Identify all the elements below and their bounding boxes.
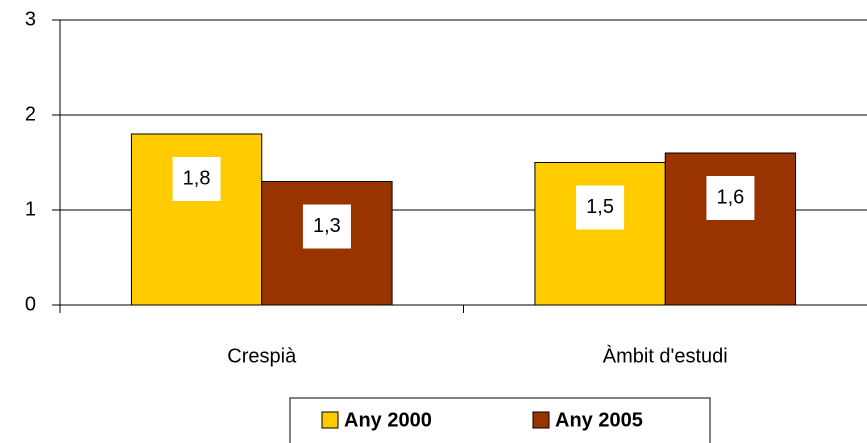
y-tick-label: 2	[25, 103, 36, 125]
label-box	[302, 204, 351, 249]
legend-label: Any 2005	[555, 409, 643, 431]
bar	[664, 152, 797, 306]
y-tick-label: 1	[25, 198, 36, 220]
data-label: 1,8	[183, 167, 211, 189]
legend-swatch	[532, 411, 550, 429]
data-label: 1,6	[717, 186, 745, 208]
legend-swatch	[321, 411, 339, 429]
legend-box	[289, 397, 711, 443]
label-box	[706, 176, 755, 220]
bar	[534, 162, 666, 306]
label-box	[172, 157, 221, 201]
data-label: 1,5	[586, 196, 614, 218]
legend-label: Any 2000	[344, 409, 432, 431]
x-tick-label: Crespià	[227, 345, 297, 367]
y-tick-label: 0	[25, 293, 36, 315]
x-tick-label: Àmbit d'estudi	[603, 344, 728, 367]
label-box	[576, 185, 625, 230]
data-label: 1,3	[313, 215, 341, 237]
y-tick-label: 3	[25, 8, 36, 30]
